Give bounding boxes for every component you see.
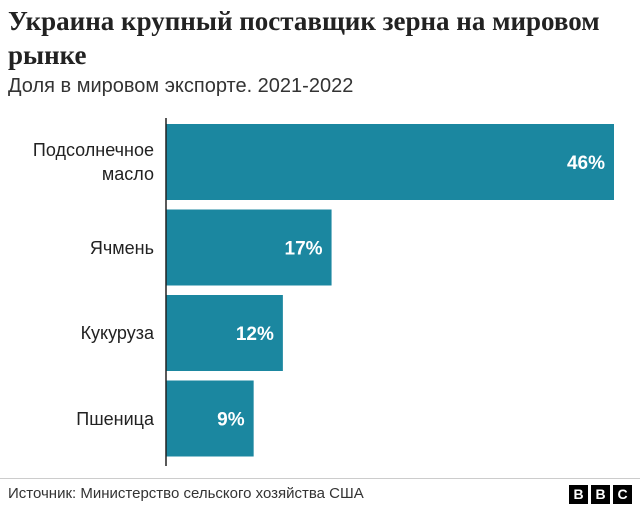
bar-value-label: 9%: [217, 410, 245, 431]
chart-subtitle: Доля в мировом экспорте. 2021-2022: [8, 75, 354, 97]
bar-value-label: 17%: [285, 239, 323, 260]
bar-value-label: 46%: [567, 153, 605, 174]
category-label: Кукуруза: [80, 323, 154, 343]
bar-3: [166, 380, 254, 457]
logo-letter: B: [569, 485, 588, 504]
footer-divider: [0, 478, 640, 479]
category-label: Пшеница: [76, 408, 154, 429]
bar-chart: 46% 17% 12% 9%: [165, 118, 614, 466]
category-labels: Подсолнечное масло Ячмень Кукуруза Пшеница: [0, 0, 160, 507]
bar-0: [166, 124, 614, 200]
category-label: Ячмень: [89, 237, 154, 258]
source-note: Источник: Министерство сельского хозяйст…: [8, 485, 364, 502]
bbc-logo: B B C: [569, 485, 632, 504]
bar-2: [166, 295, 283, 371]
bar-value-label: 12%: [236, 324, 274, 345]
bar-1: [166, 209, 332, 286]
logo-letter: B: [591, 485, 610, 504]
logo-letter: C: [613, 485, 632, 504]
chart-title: Украина крупный поставщик зерна на миров…: [8, 6, 600, 70]
category-label: Подсолнечное масло: [32, 140, 154, 184]
